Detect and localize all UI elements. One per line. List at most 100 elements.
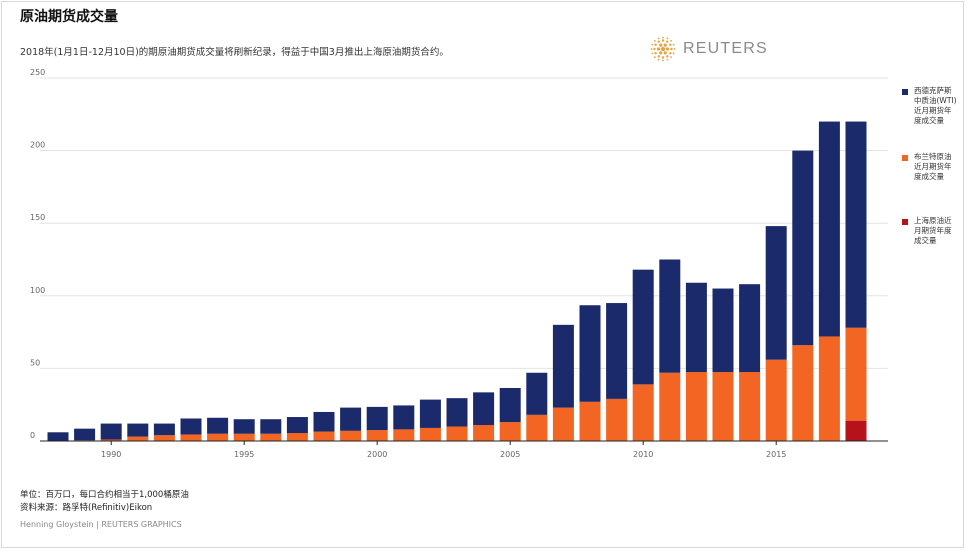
- bar-wti-1991: [127, 423, 149, 437]
- bar-brent-2007: [552, 407, 574, 441]
- bar-wti-2006: [526, 372, 548, 415]
- logo-dot: [670, 39, 673, 42]
- bar-wti-1999: [340, 407, 362, 431]
- logo-dot: [656, 47, 661, 51]
- chart-subtitle: 2018年(1月1日-12月10日)的期原油期货成交量将刷新纪录，得益于中国3月…: [20, 47, 449, 58]
- legend-item-brent: 布兰特原油近月期货年度成交量: [902, 152, 958, 182]
- logo-dot: [673, 48, 676, 50]
- bar-wti-2002: [419, 399, 441, 428]
- footer-credit: Henning Gloystein | REUTERS GRAPHICS: [20, 520, 182, 529]
- x-tick-label: 2010: [633, 450, 653, 459]
- footer-source-note: 资料来源：路孚特(Refinitiv)Eikon: [20, 503, 153, 513]
- bar-brent-1996: [260, 433, 282, 441]
- bar-brent-2010: [632, 384, 654, 441]
- bar-wti-1988: [47, 432, 69, 441]
- bar-wti-2011: [659, 259, 681, 373]
- y-tick-label: 100: [30, 286, 45, 295]
- bar-brent-2006: [526, 414, 548, 441]
- logo-dot: [659, 43, 663, 47]
- bar-wti-2001: [393, 405, 415, 430]
- logo-dot: [654, 43, 657, 46]
- reuters-logo: REUTERS: [650, 36, 768, 62]
- bar-wti-1995: [233, 419, 255, 434]
- legend-swatch-shanghai: [902, 219, 908, 225]
- bar-brent-2001: [393, 429, 415, 441]
- gridlines: [40, 77, 888, 369]
- logo-dot: [666, 55, 669, 58]
- bar-brent-2014: [739, 372, 761, 441]
- logo-dot: [665, 47, 670, 51]
- bar-brent-2000: [366, 430, 388, 441]
- logo-dot: [662, 36, 664, 39]
- bar-wti-2005: [499, 388, 521, 423]
- bar-wti-1993: [180, 418, 202, 435]
- bar-brent-2009: [606, 398, 628, 441]
- y-tick-label: 150: [30, 213, 45, 222]
- legend-item-wti: 西德克萨斯中质油(WTI)近月期货年度成交量: [902, 86, 958, 126]
- logo-dot: [672, 43, 675, 46]
- bar-wti-2009: [606, 303, 628, 399]
- y-tick-label: 200: [30, 141, 45, 150]
- logo-dot: [653, 47, 656, 51]
- footer-units-note: 单位：百万口，每口合约相当于1,000桶原油: [20, 490, 189, 500]
- bar-wti-2000: [366, 406, 388, 431]
- bar-brent-2018: [845, 327, 867, 421]
- logo-dot: [662, 59, 664, 62]
- bar-brent-1999: [340, 430, 362, 441]
- reuters-logo-text: REUTERS: [683, 40, 768, 57]
- bar-wti-2015: [765, 226, 787, 360]
- x-axis-ticks: 1990 1995 2000 2005 2010 2015: [101, 441, 786, 459]
- bar-wti-2013: [712, 288, 734, 373]
- bar-wti-2004: [473, 392, 495, 426]
- logo-dot: [657, 37, 660, 40]
- bar-brent-1992: [153, 435, 175, 441]
- x-tick-label: 2005: [500, 450, 520, 459]
- legend-label-wti: 西德克萨斯中质油(WTI)近月期货年度成交量: [914, 86, 957, 125]
- bar-brent-1990: [100, 439, 122, 441]
- bar-wti-2007: [552, 324, 574, 408]
- bars: [47, 121, 867, 441]
- logo-dot: [660, 46, 666, 52]
- bar-wti-1992: [153, 423, 175, 436]
- legend-label-brent: 布兰特原油近月期货年度成交量: [914, 152, 952, 181]
- bar-brent-2017: [818, 336, 840, 441]
- legend-label-shanghai: 上海原油近月期货年度成交量: [914, 216, 952, 245]
- x-tick-label: 1995: [234, 450, 254, 459]
- x-tick-label: 2015: [766, 450, 786, 459]
- bar-wti-2012: [685, 282, 707, 373]
- x-tick-label: 2000: [367, 450, 387, 459]
- bar-brent-2004: [473, 425, 495, 441]
- bar-wti-2018: [845, 121, 867, 328]
- logo-dot: [670, 56, 673, 59]
- bar-brent-2016: [792, 345, 814, 441]
- logo-dot: [650, 48, 653, 50]
- bar-shanghai-2018: [845, 420, 867, 441]
- logo-dot: [651, 43, 654, 46]
- bar-brent-2005: [499, 422, 521, 441]
- bar-brent-1993: [180, 434, 202, 441]
- logo-dot: [669, 52, 672, 55]
- bar-wti-1989: [74, 428, 96, 441]
- bar-wti-2008: [579, 305, 601, 402]
- bar-wti-1997: [286, 417, 308, 434]
- bar-wti-2003: [446, 398, 468, 427]
- bar-brent-1995: [233, 433, 255, 441]
- logo-dot: [657, 55, 660, 58]
- y-tick-label: 50: [30, 358, 40, 367]
- bar-brent-2003: [446, 426, 468, 441]
- bar-wti-2010: [632, 269, 654, 385]
- x-tick-label: 1990: [101, 450, 121, 459]
- y-axis-ticks: 0 50 100 150 200 250: [30, 68, 45, 440]
- logo-dot: [669, 43, 672, 46]
- bar-wti-2017: [818, 121, 840, 337]
- logo-dot: [666, 40, 669, 43]
- bar-brent-2012: [685, 372, 707, 441]
- legend-swatch-wti: [902, 89, 908, 95]
- logo-dot: [651, 52, 654, 55]
- bar-wti-2016: [792, 150, 814, 346]
- logo-dot: [661, 56, 665, 59]
- logo-dot: [653, 56, 656, 59]
- logo-dot: [666, 58, 669, 61]
- logo-dot: [672, 52, 675, 55]
